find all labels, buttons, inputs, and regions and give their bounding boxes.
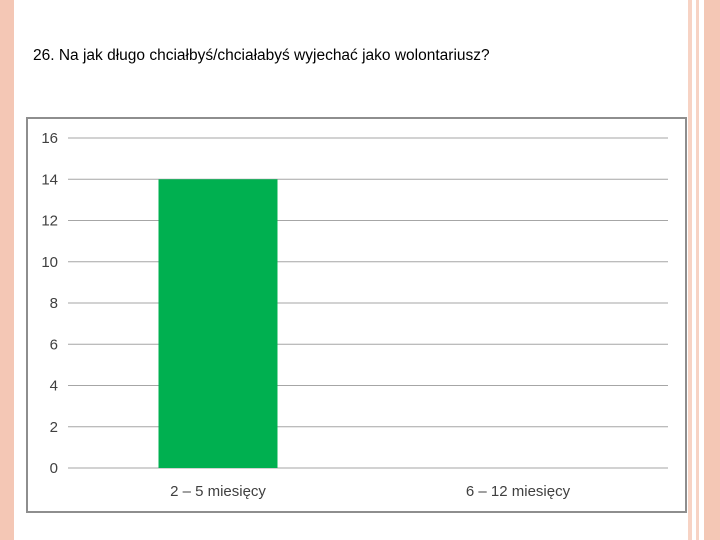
x-tick-label: 2 – 5 miesięcy [170,483,266,500]
right-decorative-stripe-2 [696,0,699,540]
x-tick-label: 6 – 12 miesięcy [466,483,571,500]
y-tick-label: 16 [41,130,58,147]
y-tick-label: 12 [41,213,58,230]
y-tick-label: 8 [50,295,58,312]
bar-chart: 0 2 4 6 8 10 12 14 16 2 – 5 miesięcy 6 – 12 miesię… [41,130,668,500]
y-tick-label: 4 [50,378,58,395]
y-tick-label: 14 [41,171,58,188]
y-tick-label: 10 [41,254,58,271]
y-tick-label: 0 [50,460,58,477]
bar [158,179,278,468]
left-decorative-stripe [0,0,14,540]
right-decorative-stripe-3 [704,0,720,540]
right-decorative-stripe-1 [688,0,692,540]
y-tick-label: 2 [50,419,58,436]
chart-frame: 0 2 4 6 8 10 12 14 16 2 – 5 miesięcy 6 – 12 miesię… [26,117,687,513]
slide-title: 26. Na jak długo chciałbyś/chciałabyś wy… [33,47,490,64]
y-tick-label: 6 [50,336,58,353]
